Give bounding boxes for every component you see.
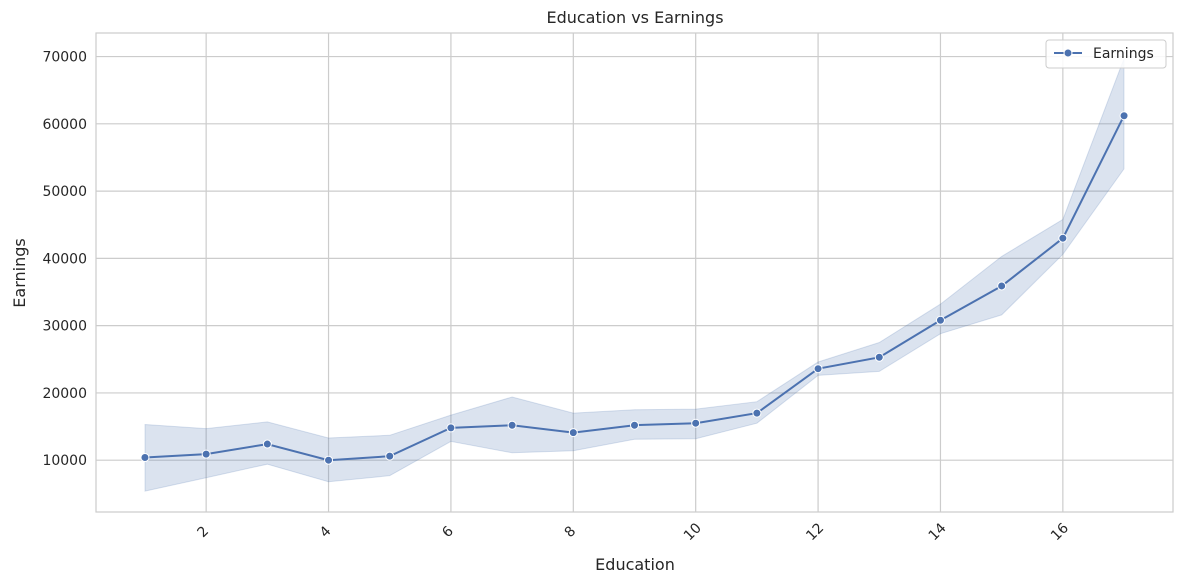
y-tick-label: 70000 [42,50,87,66]
data-point [874,352,884,362]
data-point [324,455,334,465]
legend: Earnings [1045,39,1167,69]
data-point [691,418,701,428]
y-tick-label: 60000 [42,117,87,133]
legend-label: Earnings [1093,46,1154,62]
y-tick-label: 50000 [42,184,87,200]
y-tick-label: 20000 [42,386,87,402]
data-point [507,420,517,430]
data-point [385,451,395,461]
data-point [201,449,211,459]
data-point [262,439,272,449]
data-point [140,453,150,463]
data-point [1058,233,1068,243]
y-axis-title: Earnings [10,238,29,307]
legend-box [1045,39,1167,69]
plot-border [95,32,1174,513]
data-point [630,420,639,430]
data-point [446,423,456,433]
data-point [935,315,945,325]
data-point [1119,111,1129,121]
x-axis-title: Education [595,555,675,574]
legend-marker-swatch [1063,48,1073,58]
y-tick-label: 40000 [42,251,87,267]
data-point [568,428,578,438]
plot-background [96,33,1173,512]
data-point [813,364,823,374]
data-point [997,281,1007,291]
y-tick-label: 10000 [42,453,87,469]
data-point [752,408,762,418]
y-tick-label: 30000 [42,319,87,335]
chart-title: Education vs Earnings [546,8,723,27]
